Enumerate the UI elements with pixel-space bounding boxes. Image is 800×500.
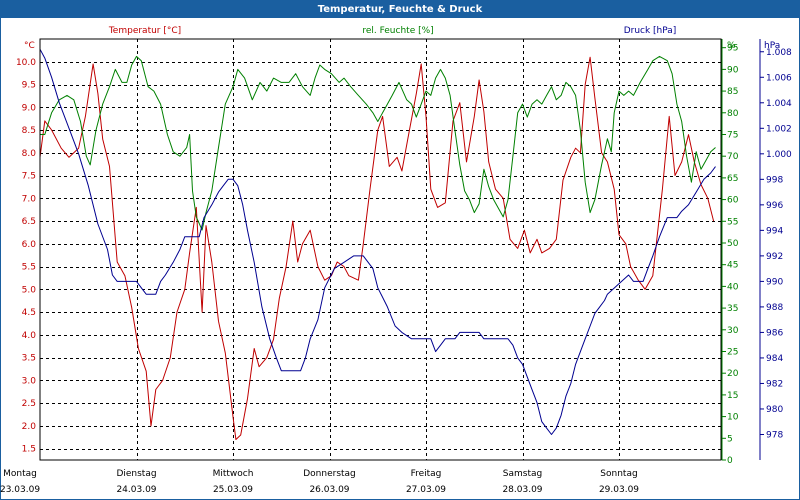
axis-temperature: 1.5 2.0 2.5 3.0 3.5 4.0 4.5 5.0 5.5 6.0 6.5 7.0 7.5 8… (16, 58, 36, 455)
axis-pressure: 978 980 982 984 986 988 990 992 994 996 998 1.000 1.… (760, 48, 792, 440)
tick-temperature-4: 3.5 (22, 354, 36, 364)
plot-area-border (39, 38, 722, 461)
tick-temperature-17: 10.0 (16, 58, 36, 68)
tick-humidity-2: 10 (727, 413, 739, 423)
tick-humidity-16: 80 (727, 109, 739, 119)
x-tick-date-6: 29.03.09 (599, 485, 639, 495)
series-layer (39, 48, 716, 440)
tick-pressure-15: 1.008 (766, 48, 792, 58)
unit-temperature: °C (24, 41, 35, 51)
x-tick-date-2: 25.03.09 (213, 485, 253, 495)
tick-humidity-7: 35 (727, 304, 738, 314)
tick-pressure-2: 982 (766, 379, 783, 389)
tick-pressure-7: 992 (766, 252, 783, 262)
unit-pressure: hPa (764, 41, 780, 51)
x-tick-date-5: 28.03.09 (502, 485, 542, 495)
tick-temperature-3: 3.0 (22, 376, 37, 386)
tick-humidity-5: 25 (727, 347, 738, 357)
tick-temperature-13: 8.0 (22, 149, 37, 159)
grid-layer (40, 39, 721, 460)
tick-temperature-12: 7.5 (22, 172, 36, 182)
tick-pressure-3: 984 (766, 354, 783, 364)
x-tick-day-6: Sonntag (600, 469, 637, 479)
tick-pressure-12: 1.002 (766, 124, 792, 134)
tick-pressure-10: 998 (766, 175, 783, 185)
tick-humidity-19: 95 (727, 44, 738, 54)
tick-humidity-8: 40 (727, 282, 739, 292)
tick-pressure-13: 1.004 (766, 99, 792, 109)
series-line-humidity (40, 55, 716, 231)
x-tick-date-0: 23.03.09 (0, 485, 40, 495)
unit-humidity: % (727, 41, 736, 51)
tick-temperature-14: 8.5 (22, 126, 36, 136)
tick-humidity-1: 5 (727, 434, 733, 444)
tick-humidity-11: 55 (727, 217, 738, 227)
axis-x: Montag 23.03.09 Dienstag 24.03.09 Mittwoch 25… (0, 469, 639, 495)
tick-humidity-6: 30 (727, 326, 739, 336)
axis-humidity: 0 5 10 15 20 25 30 35 40 45 50 55 60 65 70 75 80 85 90 95 (722, 44, 739, 466)
tick-humidity-3: 15 (727, 391, 738, 401)
tick-humidity-18: 90 (727, 65, 739, 75)
tick-humidity-0: 0 (727, 456, 733, 466)
tick-pressure-5: 988 (766, 303, 783, 313)
legend-temperature: Temperatur [°C] (108, 26, 181, 36)
tick-temperature-5: 4.0 (22, 331, 37, 341)
tick-temperature-16: 9.5 (22, 81, 36, 91)
tick-pressure-4: 986 (766, 328, 783, 338)
x-tick-day-3: Donnerstag (303, 469, 356, 479)
series-line-pressure (39, 48, 716, 435)
tick-humidity-13: 65 (727, 174, 738, 184)
tick-humidity-14: 70 (727, 152, 739, 162)
tick-humidity-9: 45 (727, 261, 738, 271)
tick-pressure-0: 978 (766, 430, 783, 440)
x-tick-day-2: Mittwoch (213, 469, 254, 479)
tick-humidity-15: 75 (727, 130, 738, 140)
tick-pressure-9: 996 (766, 201, 783, 211)
legend-pressure: Druck [hPa] (624, 26, 677, 36)
tick-pressure-14: 1.006 (766, 73, 792, 83)
tick-temperature-9: 6.0 (22, 240, 37, 250)
tick-pressure-8: 994 (766, 226, 783, 236)
chart-title: Temperatur, Feuchte & Druck (1, 1, 799, 18)
tick-humidity-4: 20 (727, 369, 739, 379)
tick-temperature-7: 5.0 (22, 285, 37, 295)
tick-pressure-11: 1.000 (766, 150, 792, 160)
tick-temperature-2: 2.5 (22, 399, 36, 409)
tick-pressure-6: 990 (766, 277, 783, 287)
x-tick-day-5: Samstag (503, 469, 542, 479)
x-tick-date-1: 24.03.09 (116, 485, 156, 495)
tick-temperature-11: 7.0 (22, 194, 37, 204)
x-tick-date-4: 27.03.09 (406, 485, 446, 495)
tick-temperature-15: 9.0 (22, 103, 37, 113)
legend-humidity: rel. Feuchte [%] (362, 26, 433, 36)
x-tick-day-4: Freitag (411, 469, 442, 479)
tick-temperature-0: 1.5 (22, 445, 36, 455)
tick-temperature-6: 4.5 (22, 308, 36, 318)
tick-temperature-10: 6.5 (22, 217, 36, 227)
x-tick-day-0: Montag (3, 469, 37, 479)
tick-temperature-8: 5.5 (22, 263, 36, 273)
tick-temperature-1: 2.0 (22, 422, 37, 432)
x-tick-date-3: 26.03.09 (309, 485, 349, 495)
x-tick-day-1: Dienstag (116, 469, 156, 479)
series-line-temperature (39, 56, 715, 440)
tick-humidity-17: 85 (727, 87, 738, 97)
tick-humidity-10: 50 (727, 239, 739, 249)
tick-pressure-1: 980 (766, 405, 783, 415)
tick-humidity-12: 60 (727, 196, 739, 206)
